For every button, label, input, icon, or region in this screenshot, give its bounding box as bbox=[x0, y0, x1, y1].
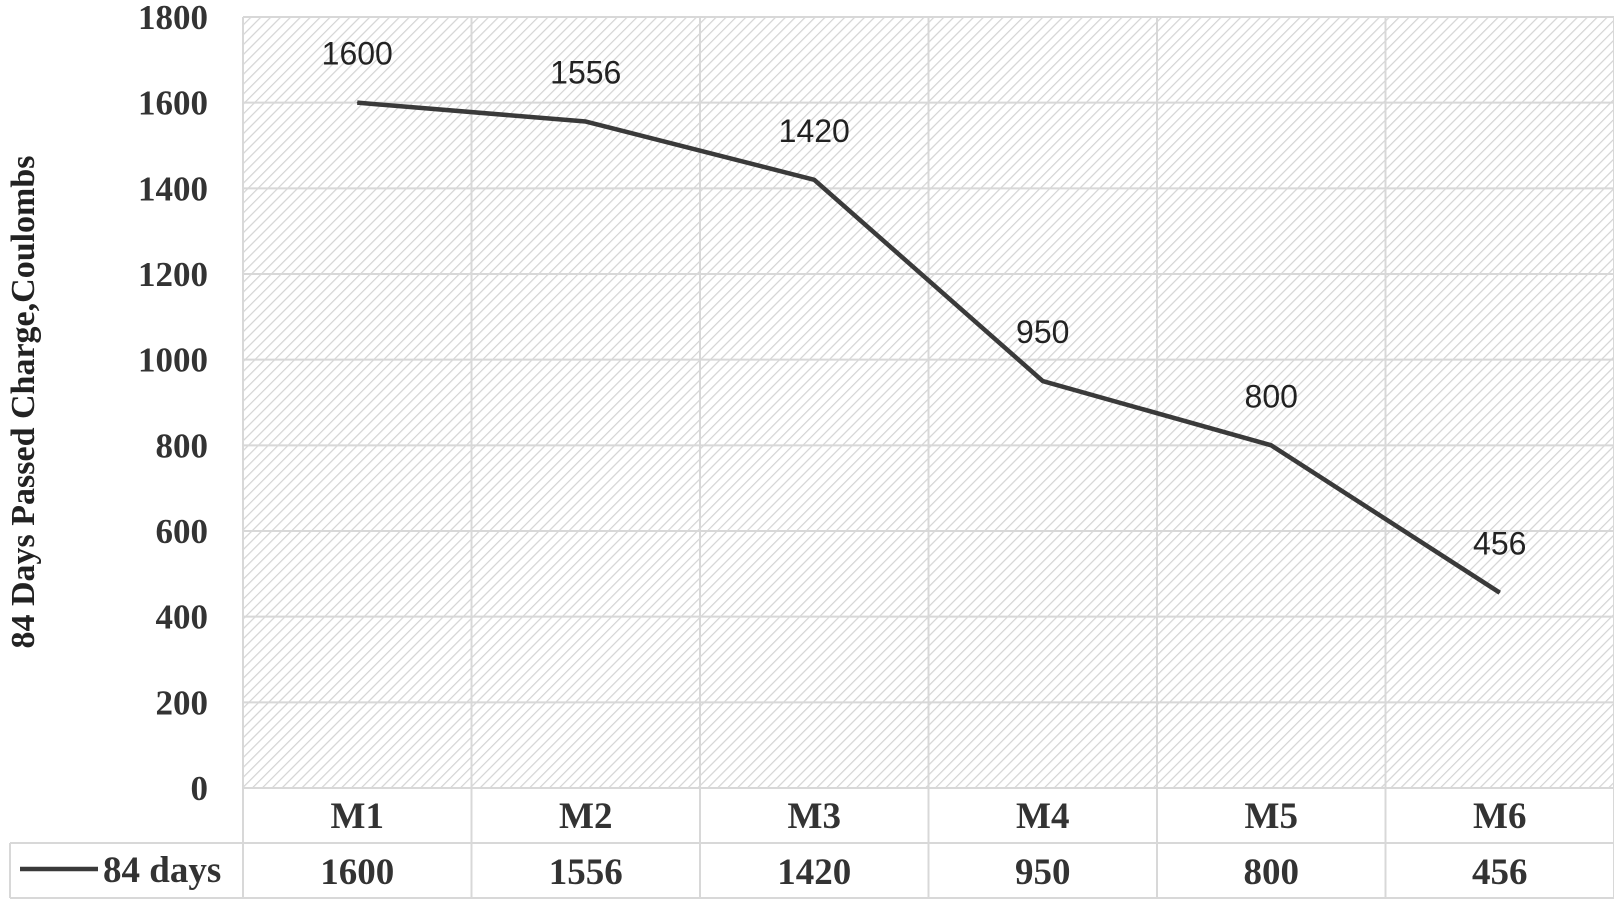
data-label: 1420 bbox=[779, 113, 850, 149]
y-tick-label: 1400 bbox=[138, 169, 208, 208]
data-point bbox=[585, 121, 587, 123]
data-label: 950 bbox=[1016, 314, 1069, 350]
table-value: 1556 bbox=[549, 852, 623, 893]
data-point bbox=[1042, 380, 1044, 382]
data-label: 800 bbox=[1245, 378, 1298, 414]
data-label: 456 bbox=[1473, 526, 1526, 562]
data-labels: 1600 1556 1420 950 800 456 bbox=[322, 36, 1527, 562]
series-line bbox=[357, 100, 1501, 595]
table-value: 800 bbox=[1244, 852, 1300, 893]
y-axis-tick-labels: 0 200 400 600 800 1000 1200 1400 1600 1800 bbox=[138, 0, 208, 808]
x-category-label: M1 bbox=[331, 796, 384, 837]
table-value: 456 bbox=[1472, 852, 1528, 893]
y-axis-title: 84 Days Passed Charge,Coulombs bbox=[5, 155, 42, 648]
table-value: 1420 bbox=[777, 852, 851, 893]
data-point bbox=[813, 179, 815, 181]
data-table: M1 1600 M2 1556 M3 1420 M4 950 M5 800 M6 456 84 days bbox=[9, 787, 1614, 899]
y-tick-label: 800 bbox=[156, 426, 209, 465]
table-value: 1600 bbox=[320, 852, 394, 893]
table-value: 950 bbox=[1015, 852, 1071, 893]
y-tick-label: 600 bbox=[156, 512, 209, 551]
y-tick-label: 1800 bbox=[138, 0, 208, 37]
data-label: 1600 bbox=[322, 36, 393, 72]
y-tick-label: 1000 bbox=[138, 341, 208, 380]
y-tick-label: 200 bbox=[156, 683, 209, 722]
legend-series-name: 84 days bbox=[103, 850, 221, 891]
data-point bbox=[1499, 592, 1501, 594]
y-tick-label: 1200 bbox=[138, 255, 208, 294]
x-category-label: M2 bbox=[559, 796, 612, 837]
data-point bbox=[356, 102, 358, 104]
x-category-label: M3 bbox=[788, 796, 841, 837]
y-tick-label: 400 bbox=[156, 598, 209, 637]
y-tick-label: 0 bbox=[191, 769, 209, 808]
gridlines bbox=[242, 16, 1614, 898]
x-category-label: M4 bbox=[1016, 796, 1069, 837]
x-category-label: M5 bbox=[1245, 796, 1298, 837]
data-label: 1556 bbox=[550, 55, 621, 91]
data-point bbox=[1270, 444, 1272, 446]
series-84-days bbox=[356, 100, 1501, 595]
x-category-label: M6 bbox=[1473, 796, 1526, 837]
y-tick-label: 1600 bbox=[138, 84, 208, 123]
